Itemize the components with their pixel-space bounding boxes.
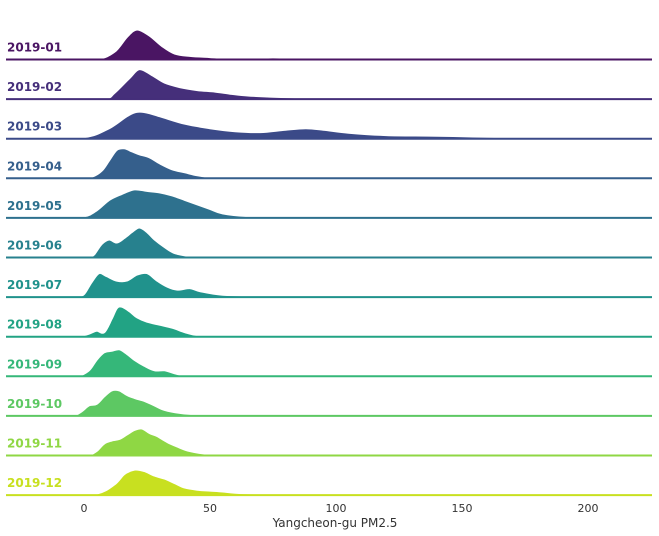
ridge-area (63, 69, 362, 100)
ridge-area (33, 111, 614, 139)
ridge-label: 2019-03 (7, 120, 62, 134)
ridge-label: 2019-12 (7, 476, 62, 490)
ridge-2019-04: 2019-04 (6, 147, 652, 180)
ridge-2019-05: 2019-05 (6, 188, 652, 219)
ridge-label: 2019-06 (7, 239, 62, 253)
ridge-2019-10: 2019-10 (6, 388, 652, 417)
ridge-2019-06: 2019-06 (6, 226, 652, 259)
ridge-outline (88, 226, 231, 259)
ridge-outline (76, 271, 311, 299)
x-tick-label: 150 (452, 502, 473, 515)
x-axis: 0 50 100 150 200 (81, 502, 599, 515)
ridge-area (79, 148, 241, 179)
ridge-outline (78, 348, 198, 378)
ridge-label: 2019-04 (7, 159, 62, 173)
ridge-outline (73, 388, 274, 417)
ridge-area (58, 189, 362, 218)
ridge-2019-08: 2019-08 (6, 305, 652, 338)
ridge-2019-02: 2019-02 (6, 68, 652, 101)
ridge-2019-01: 2019-01 (6, 28, 652, 61)
ridge-area (76, 272, 311, 298)
x-tick-label: 200 (578, 502, 599, 515)
ridge-outline (78, 305, 236, 338)
ridge-area (63, 469, 463, 496)
ridge-area (89, 428, 248, 456)
ridge-label: 2019-11 (7, 437, 62, 451)
ridge-label: 2019-09 (7, 357, 62, 371)
ridge-label: 2019-05 (7, 199, 62, 213)
ridge-area (73, 389, 274, 416)
ridges-group: 2019-01 2019-02 2019-03 2019-04 2019-05 2019-… (6, 28, 652, 497)
ridge-label: 2019-07 (7, 278, 62, 292)
ridge-2019-07: 2019-07 (6, 271, 652, 299)
ridge-area (79, 306, 236, 337)
ridge-label: 2019-08 (7, 318, 62, 332)
ridge-area (58, 29, 576, 60)
ridge-outline (33, 110, 614, 140)
ridge-2019-12: 2019-12 (6, 468, 652, 497)
x-axis-label: Yangcheon-gu PM2.5 (272, 516, 398, 530)
ridge-label: 2019-10 (7, 397, 62, 411)
ridge-2019-11: 2019-11 (6, 427, 652, 457)
ridge-outline (58, 188, 362, 219)
ridge-outline (88, 427, 248, 457)
ridge-label: 2019-02 (7, 80, 62, 94)
x-tick-label: 50 (203, 502, 217, 515)
ridge-outline (63, 68, 362, 101)
x-tick-label: 0 (81, 502, 88, 515)
ridge-2019-03: 2019-03 (6, 110, 652, 140)
ridge-2019-09: 2019-09 (6, 348, 652, 378)
x-tick-label: 100 (326, 502, 347, 515)
ridge-area (89, 227, 231, 258)
ridge-label: 2019-01 (7, 41, 62, 55)
ridge-outline (78, 147, 241, 180)
